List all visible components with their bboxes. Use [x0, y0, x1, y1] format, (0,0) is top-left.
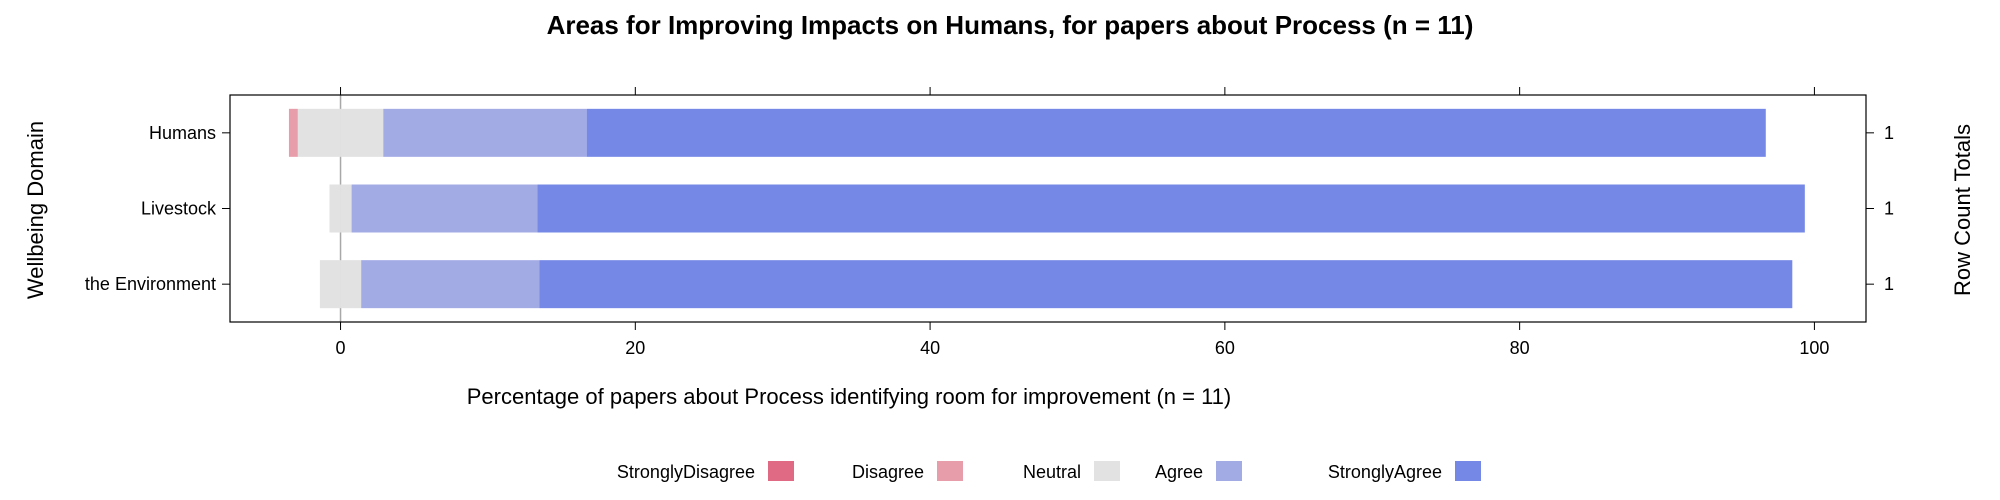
- y-tick-label: the Environment: [85, 274, 216, 294]
- bar-stronglyagree-the-environment: [539, 260, 1793, 309]
- legend-swatch-disagree: [937, 461, 963, 481]
- x-tick-label: 100: [1799, 338, 1829, 358]
- legend-label-disagree: Disagree: [852, 462, 924, 482]
- x-axis-label: Percentage of papers about Process ident…: [467, 384, 1232, 409]
- bar-neutral-left-livestock: [329, 184, 341, 233]
- chart-title: Areas for Improving Impacts on Humans, f…: [547, 10, 1474, 40]
- x-tick-label: 60: [1215, 338, 1235, 358]
- legend-swatch-agree: [1216, 461, 1242, 481]
- plot-frame: [229, 94, 1867, 323]
- bar-agree-the-environment: [361, 260, 540, 309]
- bar-neutral-right-livestock: [340, 184, 352, 233]
- x-tick-label: 20: [625, 338, 645, 358]
- legend-label-neutral: Neutral: [1023, 462, 1081, 482]
- y-tick-label: Livestock: [141, 199, 217, 219]
- legend-swatch-neutral: [1094, 461, 1120, 481]
- right-axis-label: Row Count Totals: [1950, 124, 1975, 296]
- x-tick-label: 40: [920, 338, 940, 358]
- x-tick-label: 80: [1510, 338, 1530, 358]
- legend-label-agree: Agree: [1155, 462, 1203, 482]
- y-tick-label: Humans: [149, 123, 216, 143]
- legend-swatch-stronglyagree: [1455, 461, 1481, 481]
- legend-swatch-stronglydisagree: [768, 461, 794, 481]
- legend-label-stronglydisagree: StronglyDisagree: [617, 462, 755, 482]
- bar-neutral-left-humans: [297, 108, 341, 157]
- y-axis-label: Wellbeing Domain: [23, 121, 48, 299]
- bar-stronglyagree-humans: [586, 108, 1766, 157]
- row-total-label: 1: [1884, 123, 1894, 143]
- bar-stronglyagree-livestock: [537, 184, 1805, 233]
- bar-agree-humans: [383, 108, 587, 157]
- bar-agree-livestock: [351, 184, 538, 233]
- row-total-label: 1: [1884, 274, 1894, 294]
- bar-disagree-humans: [288, 108, 298, 157]
- bar-neutral-right-humans: [340, 108, 384, 157]
- plot-area: Humans 1 Livestock 1 the Environment 1 0 20 40 60…: [85, 87, 1894, 358]
- x-tick-label: 0: [336, 338, 346, 358]
- row-total-label: 1: [1884, 199, 1894, 219]
- legend: StronglyDisagree Disagree Neutral Agree Stro…: [617, 461, 1481, 482]
- legend-label-stronglyagree: StronglyAgree: [1328, 462, 1442, 482]
- bar-neutral-left-the-environment: [319, 260, 341, 309]
- bar-neutral-right-the-environment: [340, 260, 362, 309]
